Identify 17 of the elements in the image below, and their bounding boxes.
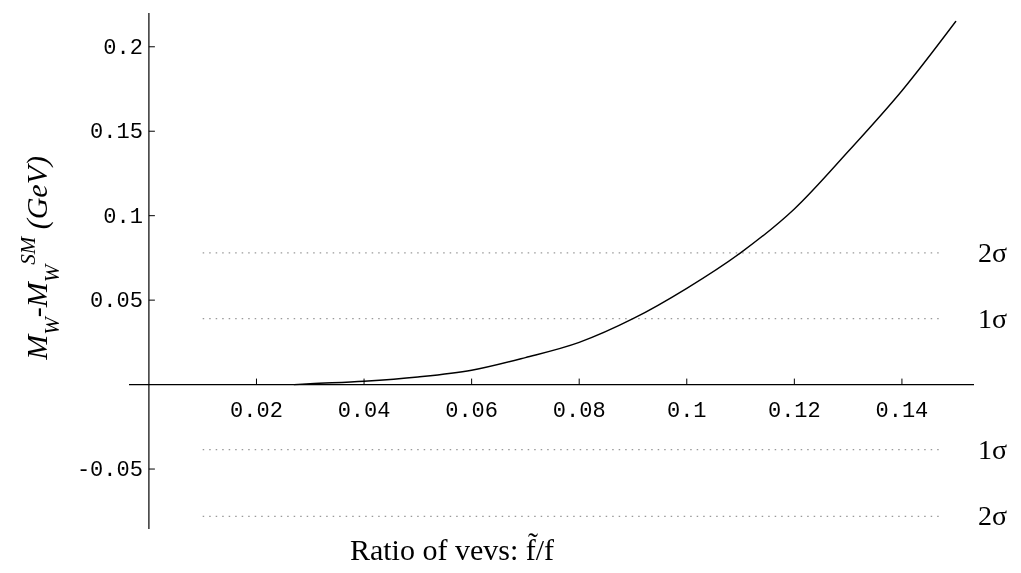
ref-line-label: 2σ xyxy=(978,500,1008,532)
y-tick-label: -0.05 xyxy=(76,458,143,484)
x-tick-label: 0.02 xyxy=(230,398,283,424)
ref-line-label: 1σ xyxy=(978,302,1008,334)
x-tick-label: 0.14 xyxy=(875,398,929,424)
x-tick-label: 0.1 xyxy=(666,398,707,424)
ref-line-label: 2σ xyxy=(978,236,1008,268)
x-axis-title: Ratio of vevs: f̃/f xyxy=(349,532,555,566)
y-tick-label: 0.2 xyxy=(103,35,143,61)
x-tick-label: 0.12 xyxy=(767,398,821,424)
x-tick-label: 0.08 xyxy=(552,398,606,424)
x-tick-label: 0.04 xyxy=(337,398,391,424)
y-tick-label: 0.05 xyxy=(90,289,143,315)
ref-line-label: 1σ xyxy=(978,433,1008,465)
y-tick-label: 0.15 xyxy=(90,120,143,146)
y-tick-label: 0.1 xyxy=(103,204,143,230)
x-tick-label: 0.06 xyxy=(445,398,499,424)
